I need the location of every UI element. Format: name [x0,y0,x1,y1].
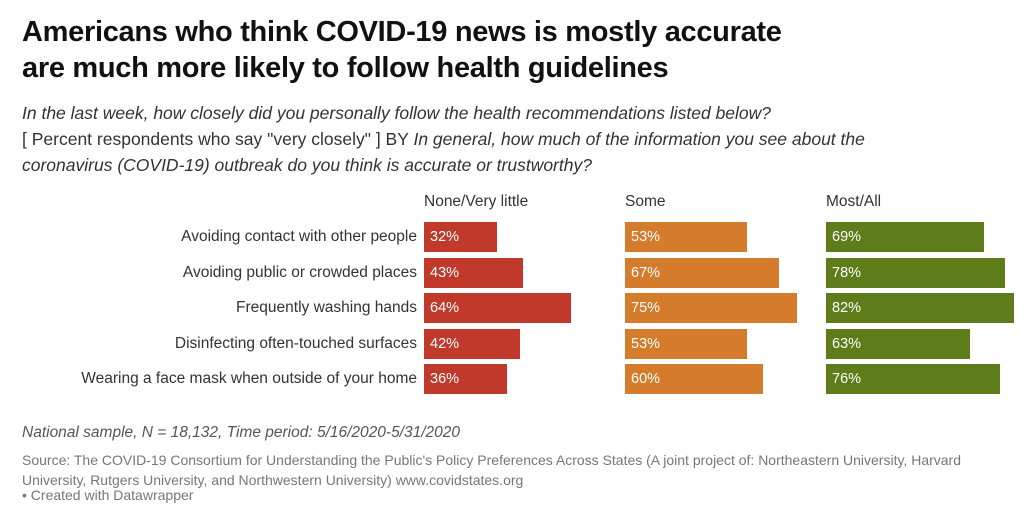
category-label-3: Disinfecting often-touched surfaces [174,334,417,352]
bar-2-2 [826,293,1014,323]
category-label-2: Frequently washing hands [236,299,417,316]
bar-value-label-2-0: 69% [832,229,862,245]
series-header-2: Most/All [826,193,882,210]
bar-0-2 [424,293,571,323]
bar-value-label-0-3: 42% [430,335,460,352]
bar-value-label-2-1: 78% [832,264,862,281]
bar-value-label-0-0: 32% [430,229,460,245]
credit-text: • Created with Datawrapper [22,487,194,503]
subtitle-question-2-end: coronavirus (COVID-19) outbreak do you t… [22,155,592,175]
bar-value-label-0-2: 64% [430,300,460,316]
bar-value-label-1-3: 53% [631,335,661,352]
bar-value-label-1-2: 75% [631,300,661,316]
series-header-0: None/Very little [424,193,529,210]
bar-value-label-2-2: 82% [832,300,862,316]
category-label-0: Avoiding contact with other people [181,228,417,245]
subtitle-measure: [ Percent respondents who say "very clos… [22,129,414,149]
bar-value-label-2-3: 63% [832,335,862,352]
bar-value-label-1-4: 60% [631,371,661,387]
bar-value-label-1-1: 67% [631,264,661,281]
chart-title-line-2: are much more likely to follow health gu… [22,52,669,84]
bar-2-0 [826,222,984,252]
bar-0-1 [424,257,523,288]
bar-1-3 [625,328,747,359]
bar-1-2 [625,293,797,323]
bar-value-label-0-4: 36% [430,371,460,387]
category-label-4: Wearing a face mask when outside of your… [81,370,417,387]
bar-0-3 [424,328,520,359]
bar-2-1 [826,257,1005,288]
bar-2-4 [826,364,1000,394]
bar-2-3 [826,328,970,359]
bar-0-4 [424,364,507,394]
bar-1-0 [625,222,747,252]
sample-note: National sample, N = 18,132, Time period… [22,424,461,441]
chart-title-line-1: Americans who think COVID-19 news is mos… [22,16,782,48]
bar-value-label-1-0: 53% [631,229,661,245]
chart-subtitle: In the last week, how closely did you pe… [22,100,1012,178]
subtitle-question-2-start: In general, how much of the information … [413,129,865,149]
series-header-1: Some [625,193,666,210]
bar-1-4 [625,364,763,394]
bar-0-0 [424,222,497,252]
chart-title: Americans who think COVID-19 news is mos… [22,14,1012,86]
bar-value-label-0-1: 43% [430,264,460,281]
category-label-1: Avoiding public or crowded places [182,263,417,281]
bar-1-1 [625,257,779,288]
subtitle-question-1: In the last week, how closely did you pe… [22,103,772,123]
source-text: Source: The COVID-19 Consortium for Unde… [22,452,962,488]
bar-value-label-2-4: 76% [832,371,862,387]
